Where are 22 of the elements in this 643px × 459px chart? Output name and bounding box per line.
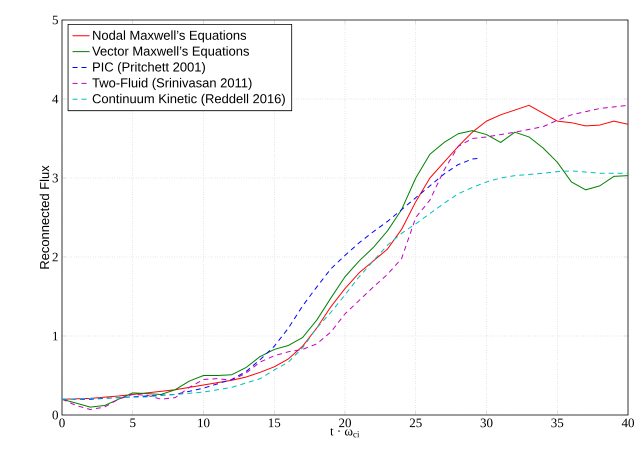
y-tick-label: 2 xyxy=(52,252,58,262)
y-tick-label: 4 xyxy=(52,94,58,104)
y-tick-label: 3 xyxy=(52,174,58,182)
y-tick-label: 0 xyxy=(52,410,58,420)
y-tick-label: 5 xyxy=(52,16,58,24)
legend-label: PIC (Pritchett 2001) xyxy=(93,62,205,74)
x-tick-label: 30 xyxy=(480,418,492,428)
legend-label: Nodal Maxwell’s Equations xyxy=(93,30,246,42)
legend-label: Two-Fluid (Srinivasan 2011) xyxy=(92,78,252,90)
x-axis-title: t · ω$_{ci}$ xyxy=(330,428,360,438)
legend-label: Vector Maxwell’s Equations xyxy=(92,46,249,58)
x-tick-label: 25 xyxy=(410,418,422,428)
x-tick-label: 15 xyxy=(268,418,280,428)
legend-label: Continuum Kinetic (Reddell 2016) xyxy=(92,94,285,106)
x-tick-label: 10 xyxy=(198,418,210,428)
x-tick-label: 0 xyxy=(59,418,65,428)
x-tick-label: 40 xyxy=(622,418,634,428)
x-tick-label: 5 xyxy=(130,418,136,428)
y-axis-title: Reconnected Flux xyxy=(40,165,50,269)
y-tick-label: 1 xyxy=(53,332,58,340)
x-tick-label: 20 xyxy=(339,418,351,428)
x-tick-label: 35 xyxy=(551,418,564,428)
